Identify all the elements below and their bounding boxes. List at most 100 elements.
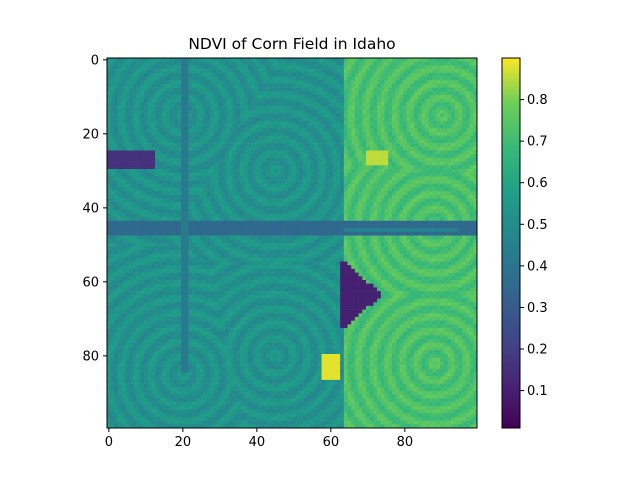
heatmap-cell [447, 95, 452, 99]
heatmap-cell [225, 228, 230, 233]
heatmap-cell [162, 157, 167, 162]
heatmap-cell [380, 128, 385, 133]
heatmap-cell [173, 213, 178, 218]
heatmap-cell [206, 157, 211, 162]
heatmap-cell [118, 117, 123, 122]
heatmap-cell [118, 228, 123, 233]
heatmap-cell [144, 202, 148, 207]
heatmap-cell [173, 239, 178, 244]
heatmap-cell [410, 102, 415, 107]
heatmap-cell [140, 150, 145, 155]
heatmap-cell [107, 191, 111, 196]
heatmap-cell [362, 58, 367, 62]
heatmap-cell [417, 161, 422, 166]
heatmap-cell [358, 76, 363, 81]
heatmap-cell [458, 183, 463, 188]
heatmap-cell [166, 124, 171, 129]
heatmap-cell [229, 172, 234, 177]
heatmap-cell [221, 65, 226, 70]
heatmap-cell [247, 58, 252, 62]
heatmap-cell [380, 180, 385, 185]
heatmap-cell [162, 176, 167, 181]
heatmap-cell [118, 220, 123, 225]
heatmap-cell [403, 154, 407, 159]
heatmap-cell [236, 202, 241, 207]
heatmap-cell [121, 169, 126, 173]
heatmap-cell [329, 150, 333, 155]
heatmap-cell [314, 154, 319, 159]
heatmap-cell [132, 91, 137, 96]
heatmap-cell [192, 83, 197, 88]
heatmap-cell [465, 206, 470, 210]
heatmap-cell [391, 172, 396, 177]
heatmap-cell [451, 87, 456, 92]
heatmap-cell [192, 198, 197, 203]
heatmap-cell [443, 72, 448, 77]
heatmap-cell [384, 95, 389, 99]
heatmap-cell [447, 187, 452, 192]
heatmap-cell [255, 209, 259, 214]
heatmap-cell [336, 183, 341, 188]
heatmap-cell [277, 139, 282, 144]
heatmap-cell [177, 83, 182, 88]
heatmap-cell [184, 209, 189, 214]
heatmap-cell [269, 139, 274, 144]
heatmap-cell [295, 191, 300, 196]
heatmap-cell [421, 239, 426, 244]
heatmap-cell [247, 91, 252, 96]
heatmap-cell [155, 180, 160, 185]
heatmap-cell [336, 106, 341, 111]
heatmap-cell [332, 120, 337, 125]
heatmap-cell [366, 206, 370, 210]
heatmap-cell [247, 231, 252, 236]
heatmap-cell [114, 58, 119, 62]
heatmap-cell [121, 61, 126, 66]
heatmap-cell [177, 194, 182, 199]
heatmap-cell [373, 95, 378, 99]
heatmap-cell [147, 146, 152, 151]
heatmap-cell [181, 106, 185, 111]
heatmap-cell [336, 154, 341, 159]
heatmap-cell [432, 95, 437, 99]
heatmap-cell [462, 69, 467, 74]
heatmap-cell [218, 61, 222, 66]
heatmap-cell [443, 113, 448, 118]
heatmap-cell [269, 58, 274, 62]
heatmap-cell [203, 95, 208, 99]
heatmap-cell [406, 98, 411, 103]
heatmap-cell [473, 69, 477, 74]
heatmap-cell [414, 224, 419, 229]
heatmap-cell [129, 69, 134, 74]
heatmap-cell [354, 95, 359, 99]
heatmap-cell [447, 65, 452, 70]
heatmap-cell [243, 117, 248, 122]
heatmap-cell [354, 183, 359, 188]
heatmap-cell [118, 235, 123, 240]
heatmap-cell [369, 220, 374, 225]
heatmap-cell [310, 139, 315, 144]
heatmap-cell [169, 213, 174, 218]
heatmap-cell [129, 202, 134, 207]
heatmap-cell [325, 120, 330, 125]
heatmap-cell [354, 176, 359, 181]
heatmap-cell [221, 113, 226, 118]
heatmap-cell [340, 165, 345, 170]
heatmap-cell [110, 169, 115, 173]
heatmap-cell [184, 135, 189, 140]
heatmap-cell [314, 132, 319, 136]
heatmap-cell [458, 180, 463, 185]
heatmap-cell [247, 132, 252, 136]
heatmap-cell [362, 117, 367, 122]
heatmap-cell [210, 165, 215, 170]
heatmap-cell [169, 58, 174, 62]
heatmap-cell [366, 154, 370, 159]
heatmap-cell [110, 61, 115, 66]
heatmap-cell [406, 224, 411, 229]
heatmap-cell [332, 235, 337, 240]
heatmap-cell [232, 102, 237, 107]
heatmap-cell [425, 194, 430, 199]
heatmap-cell [107, 224, 111, 229]
heatmap-cell [107, 91, 111, 96]
heatmap-cell [166, 98, 171, 103]
heatmap-cell [288, 120, 293, 125]
